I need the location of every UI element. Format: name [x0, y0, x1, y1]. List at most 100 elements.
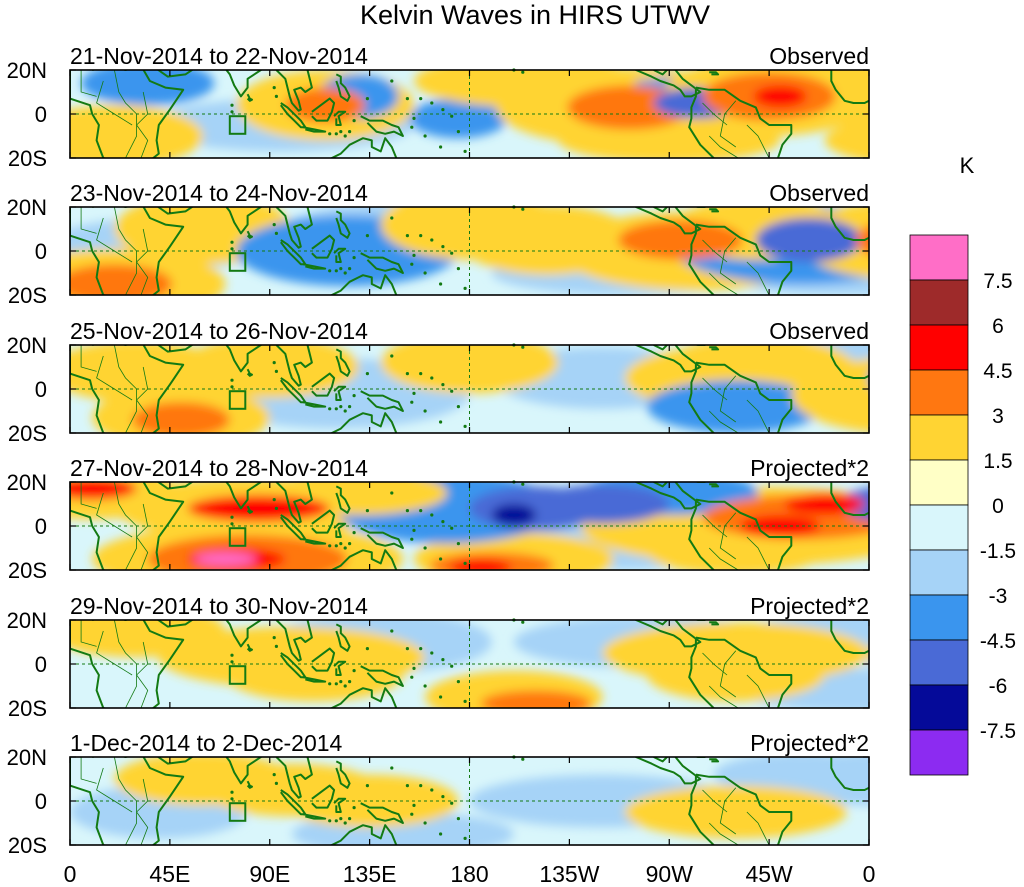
island — [230, 660, 234, 664]
island — [441, 245, 445, 249]
coastline-africa — [70, 207, 185, 295]
island — [441, 383, 445, 387]
panel-date-range: 27-Nov-2014 to 28-Nov-2014 — [70, 455, 368, 481]
coastline-philippines — [335, 760, 351, 789]
lat-tick-label: 20N — [7, 333, 47, 358]
lat-tick-label: 20N — [7, 195, 47, 220]
lon-tick-label: 90W — [646, 861, 694, 887]
country-border — [96, 80, 133, 126]
coastline-seAsia — [275, 482, 313, 524]
map-panel: 20N 0 20S 25-Nov-2014 to 26-Nov-2014 Observe… — [7, 318, 870, 446]
coastline-newGuinea — [360, 390, 404, 412]
island — [439, 695, 443, 699]
country-border — [719, 100, 737, 148]
coastline-mexicoCA — [634, 70, 702, 98]
positive-anomaly-contour — [802, 74, 869, 132]
coastline-sriLanka — [246, 643, 253, 652]
panel-kind-label: Observed — [769, 318, 869, 344]
island — [343, 134, 347, 138]
coastline-borneo — [311, 784, 336, 809]
island — [439, 557, 443, 561]
country-border — [80, 207, 97, 234]
island — [441, 520, 445, 524]
island — [328, 682, 332, 686]
island — [348, 405, 352, 409]
coastline-seAsia — [275, 345, 313, 387]
island — [450, 664, 454, 668]
island — [334, 819, 338, 823]
island — [441, 795, 445, 799]
lon-tick-label: 90E — [249, 861, 290, 887]
island — [272, 498, 276, 502]
coastline-seAsia — [275, 620, 313, 662]
island — [430, 513, 434, 517]
island — [274, 644, 278, 648]
coastlines — [70, 207, 869, 295]
island — [230, 378, 234, 382]
lat-tick-label: 20N — [7, 470, 47, 495]
country-border — [719, 237, 737, 285]
coastline-africa — [70, 70, 185, 158]
island — [365, 509, 369, 513]
island — [521, 207, 525, 211]
island — [410, 400, 414, 404]
coastline-newGuinea — [360, 527, 404, 549]
positive-anomaly-contour — [70, 264, 173, 295]
island — [412, 666, 416, 670]
island — [405, 97, 409, 101]
lat-tick-label: 20S — [8, 283, 47, 308]
panel-kind-label: Projected*2 — [750, 730, 869, 756]
positive-anomaly-contour — [70, 482, 137, 500]
positive-anomaly-contour — [480, 690, 592, 708]
island — [274, 94, 278, 98]
island — [419, 97, 423, 101]
island — [463, 424, 467, 428]
island — [328, 269, 332, 273]
coastline-philippines — [335, 485, 351, 514]
island — [419, 647, 423, 651]
island — [430, 376, 434, 380]
coastline-seAsia — [275, 757, 313, 799]
island — [450, 389, 454, 393]
coastline-seAsia — [275, 207, 313, 249]
coastline-sriLanka — [246, 230, 253, 239]
island — [365, 234, 369, 238]
panel-kind-label: Observed — [769, 43, 869, 69]
negative-anomaly-contour — [536, 484, 670, 524]
island — [412, 116, 416, 120]
coastline-africa — [70, 482, 185, 570]
coastline-hispaniola — [709, 483, 720, 488]
coastline-southAmerica — [688, 361, 793, 433]
coastline-sulawesi — [333, 797, 347, 813]
coastline-southAmerica — [688, 636, 793, 708]
reference-box — [228, 252, 247, 272]
coastline-australia — [329, 824, 398, 845]
island — [352, 806, 356, 810]
lon-tick-label: 135E — [343, 861, 397, 887]
island — [352, 256, 356, 260]
positive-anomaly-contour — [647, 530, 825, 570]
anomaly-field — [70, 70, 869, 158]
island — [463, 836, 467, 840]
colorbar-label: -3 — [989, 585, 1008, 608]
coastline-india — [225, 345, 263, 373]
country-border — [114, 620, 138, 708]
positive-anomaly-contour — [225, 648, 403, 702]
coastline-westAfricaCoast — [830, 482, 869, 516]
island — [272, 223, 276, 227]
lon-tick-label: 180 — [450, 861, 488, 887]
positive-anomaly-contour — [449, 559, 512, 570]
island — [439, 832, 443, 836]
country-border — [96, 217, 133, 263]
island — [410, 125, 414, 129]
islands — [230, 755, 525, 840]
anomaly-field — [70, 207, 869, 295]
island — [334, 132, 338, 136]
coastline-newGuinea — [360, 115, 404, 137]
coastline-southAmerica — [688, 223, 793, 295]
coastline-india — [225, 482, 263, 510]
map-panel: 20N 0 20S 23-Nov-2014 to 24-Nov-2014 Observe… — [7, 180, 870, 308]
coastlines — [70, 620, 869, 708]
island — [419, 509, 423, 513]
